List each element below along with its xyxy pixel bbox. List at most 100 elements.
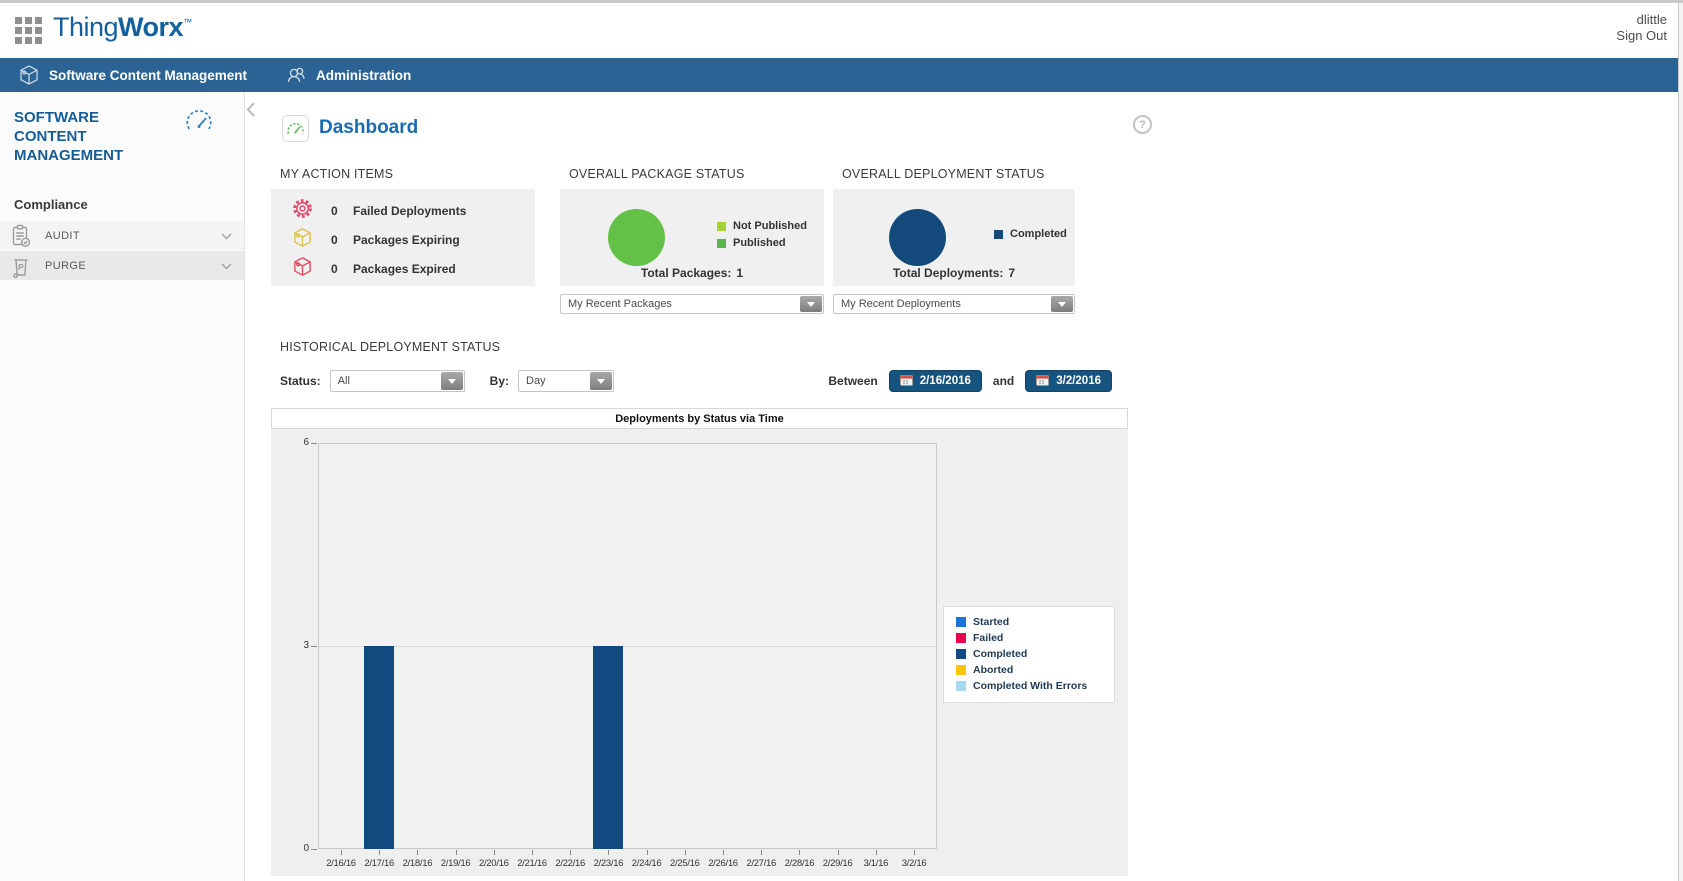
my-recent-deployments-dropdown[interactable]: My Recent Deployments — [833, 294, 1075, 314]
x-axis-tickmark — [761, 850, 763, 855]
x-axis-tick-label: 2/23/16 — [593, 858, 624, 869]
svg-text:P: P — [18, 262, 24, 272]
legend-label: Completed With Errors — [973, 680, 1088, 692]
x-axis-tickmark — [837, 850, 839, 855]
calendar-icon — [1036, 374, 1050, 389]
y-axis-tick-label: 3 — [303, 640, 309, 651]
nav-item-software-content-management[interactable]: Software Content Management — [12, 58, 253, 92]
total-packages: Total Packages: 1 — [560, 266, 824, 280]
x-axis-tickmark — [914, 850, 915, 855]
section-header-deployment-status: OVERALL DEPLOYMENT STATUS — [842, 167, 1045, 181]
x-axis-tick-label: 2/18/16 — [402, 858, 433, 869]
logo-trademark: ™ — [183, 17, 192, 27]
legend-item: Not Published — [717, 220, 807, 232]
section-header-package-status: OVERALL PACKAGE STATUS — [569, 167, 745, 181]
deployment-status-pie — [889, 209, 946, 266]
legend-label: Aborted — [973, 664, 1014, 676]
x-axis-tickmark — [455, 850, 457, 855]
gridline — [319, 646, 936, 647]
x-axis-tickmark — [493, 850, 495, 855]
help-icon[interactable]: ? — [1133, 115, 1152, 134]
x-axis-tick-label: 2/24/16 — [631, 858, 662, 869]
x-axis-tickmark — [875, 850, 877, 855]
x-axis-tick-label: 2/26/16 — [708, 858, 738, 869]
x-axis-tick-label: 3/1/16 — [863, 858, 889, 869]
legend-swatch — [717, 238, 726, 248]
status-filter-label: Status: — [280, 374, 321, 388]
app-launcher-icon[interactable] — [15, 17, 42, 44]
package-status-legend: Not Published Published — [717, 220, 807, 254]
x-axis-tick-label: 2/17/16 — [364, 858, 394, 869]
caret-down-icon — [597, 378, 606, 384]
nav-label: Administration — [316, 67, 412, 83]
action-label: Packages Expired — [353, 261, 456, 276]
dropdown-value: All — [337, 375, 350, 387]
by-filter-dropdown[interactable]: Day — [518, 370, 615, 392]
action-count: 0 — [331, 261, 338, 276]
x-axis-tick-label: 2/21/16 — [517, 858, 547, 869]
logo-part-worx: Worx — [118, 12, 184, 42]
legend-label: Completed — [973, 648, 1028, 660]
action-item-failed-deployments: 0 Failed Deployments — [271, 196, 535, 225]
legend-label: Completed — [1010, 228, 1067, 240]
package-status-panel: Not Published Published Total Packages: 1 — [560, 189, 824, 286]
x-axis-tickmark — [723, 850, 724, 855]
vertical-scrollbar[interactable] — [1678, 3, 1683, 881]
x-axis-tick-label: 2/19/16 — [440, 858, 471, 869]
chevron-down-icon — [221, 227, 232, 245]
x-axis-tick-label: 2/29/16 — [822, 858, 853, 869]
nav-item-administration[interactable]: Administration — [279, 58, 417, 92]
nav-label: Software Content Management — [49, 67, 248, 83]
dropdown-arrow-button[interactable] — [590, 372, 613, 390]
legend-item: Aborted — [956, 664, 1114, 676]
dropdown-arrow-button[interactable] — [800, 296, 822, 312]
bar-completed — [593, 646, 624, 849]
total-label: Total Deployments: — [892, 266, 1004, 280]
legend-item: Completed — [956, 648, 1114, 660]
sign-out-link[interactable]: Sign Out — [1616, 28, 1667, 43]
sidebar-item-audit[interactable]: AUDIT — [0, 221, 244, 250]
total-value: 7 — [1008, 266, 1016, 280]
action-item-packages-expiring: 0 Packages Expiring — [271, 225, 535, 254]
total-value: 1 — [736, 266, 744, 280]
action-items-panel: 0 Failed Deployments — [271, 189, 535, 286]
sidebar-title: SOFTWARE CONTENT MANAGEMENT — [14, 109, 124, 164]
package-icon — [292, 227, 313, 253]
legend-swatch — [956, 633, 966, 643]
gauge-icon — [184, 107, 214, 139]
legend-swatch — [956, 681, 966, 691]
caret-down-icon — [447, 378, 456, 384]
y-axis-tickmark — [311, 646, 317, 647]
sidebar-item-purge[interactable]: P PURGE — [0, 251, 244, 280]
x-axis-tick-label: 2/28/16 — [784, 858, 815, 869]
thingworx-logo: ThingWorx™ — [53, 12, 192, 43]
legend-item: Published — [717, 237, 807, 249]
action-count: 0 — [331, 203, 338, 218]
action-item-packages-expired: 0 Packages Expired — [271, 254, 535, 283]
sidebar: SOFTWARE CONTENT MANAGEMENT Compliance — [0, 92, 255, 881]
dropdown-arrow-button[interactable] — [440, 372, 463, 390]
status-filter-dropdown[interactable]: All — [329, 370, 465, 392]
date-range-group: Between 2/16/2016 and — [828, 370, 1112, 392]
x-axis-tickmark — [799, 850, 801, 855]
logo-part-thing: Thing — [53, 12, 119, 42]
start-date-button[interactable]: 2/16/2016 — [888, 370, 982, 392]
my-recent-packages-dropdown[interactable]: My Recent Packages — [560, 294, 824, 314]
action-count: 0 — [331, 232, 338, 247]
dropdown-arrow-button[interactable] — [1051, 296, 1073, 312]
page-title: Dashboard — [319, 117, 419, 138]
end-date-button[interactable]: 3/2/2016 — [1025, 370, 1112, 392]
sidebar-collapse-button[interactable] — [242, 98, 258, 120]
chevron-down-icon — [221, 257, 232, 275]
section-header-action-items: MY ACTION ITEMS — [280, 167, 394, 181]
x-axis-tickmark — [417, 850, 419, 855]
between-label: Between — [828, 374, 878, 388]
package-icon — [292, 256, 313, 282]
y-axis-tick-label: 6 — [303, 437, 309, 448]
y-axis-tick-label: 0 — [303, 843, 309, 854]
x-axis-tickmark — [684, 850, 686, 855]
caret-down-icon — [807, 301, 815, 307]
x-axis-tick-label: 2/25/16 — [669, 858, 700, 869]
historical-filter-row: Status: All By: Day Between — [280, 370, 1112, 392]
